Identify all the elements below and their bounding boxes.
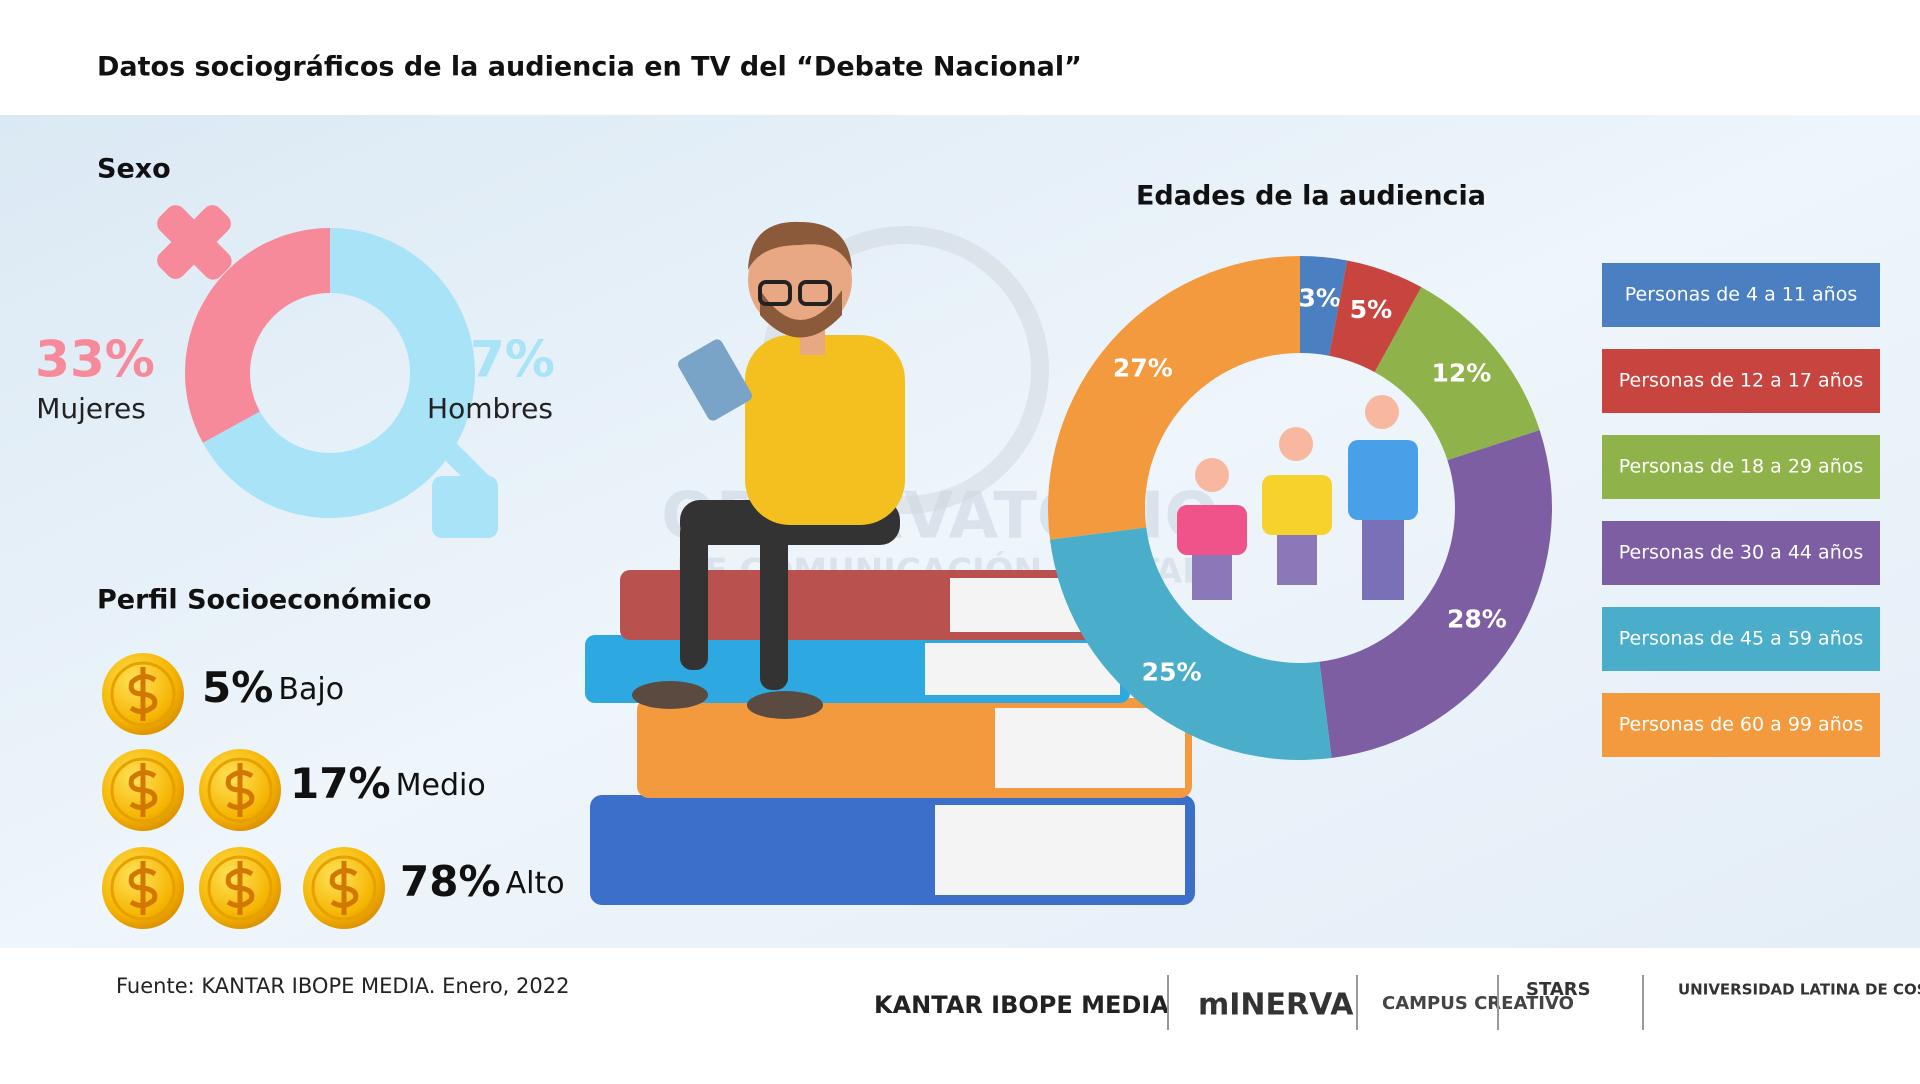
donut-segment bbox=[1047, 256, 1300, 540]
legend-label: Personas de 18 a 29 años bbox=[1619, 456, 1864, 478]
donut-segment bbox=[185, 228, 330, 443]
logo: KANTAR IBOPE MEDIA bbox=[874, 991, 1169, 1019]
legend-swatch bbox=[1602, 521, 1880, 585]
category-label: Bajo bbox=[278, 672, 344, 707]
coin-group bbox=[102, 749, 281, 831]
value-label: 3% bbox=[1298, 283, 1340, 312]
footer bbox=[0, 948, 1920, 1080]
legend-swatch bbox=[1602, 349, 1880, 413]
donut-segment bbox=[1329, 260, 1422, 373]
value-label: 67% bbox=[435, 331, 555, 389]
legend-label: Personas de 4 a 11 años bbox=[1625, 284, 1857, 306]
logo-dividers bbox=[1167, 975, 1644, 1030]
donut-segment bbox=[1300, 256, 1348, 356]
chart-title: Edades de la audiencia bbox=[1136, 181, 1486, 212]
donut-segment bbox=[1374, 287, 1540, 461]
legend-swatch bbox=[1602, 263, 1880, 327]
logo: mINERVA bbox=[1198, 988, 1354, 1023]
family-icon bbox=[1177, 395, 1418, 600]
legend-label: Personas de 60 a 99 años bbox=[1619, 714, 1864, 736]
coin-group bbox=[102, 653, 184, 735]
donut-segment bbox=[202, 228, 476, 518]
logo: STARS bbox=[1526, 979, 1591, 1000]
source: Fuente: KANTAR IBOPE MEDIA. Enero, 2022 bbox=[116, 974, 569, 998]
legend-swatch bbox=[1602, 435, 1880, 499]
chart-title: Sexo bbox=[97, 154, 171, 185]
male-symbol bbox=[432, 442, 498, 538]
value-label: 78% bbox=[400, 857, 501, 906]
value-label: 33% bbox=[35, 331, 155, 389]
category-label: Medio bbox=[396, 768, 486, 803]
donut-segment bbox=[1049, 527, 1332, 760]
coin-row-label: 5% Bajo bbox=[202, 663, 344, 712]
logo: CAMPUS CREATIVO bbox=[1382, 993, 1574, 1014]
coin-group bbox=[102, 847, 385, 929]
coin-sign bbox=[128, 667, 158, 721]
female-symbol bbox=[157, 205, 232, 280]
coin-rim bbox=[207, 757, 273, 823]
value-label: 5% bbox=[202, 663, 273, 712]
coin-rim bbox=[207, 855, 273, 921]
value-label: 12% bbox=[1432, 358, 1492, 387]
value-label: 27% bbox=[1113, 353, 1173, 382]
coin-sign bbox=[128, 861, 158, 915]
category-label: Hombres bbox=[427, 392, 553, 425]
legend-label: Personas de 12 a 17 años bbox=[1619, 370, 1864, 392]
category-label: Alto bbox=[506, 866, 565, 901]
illustration bbox=[585, 221, 1195, 905]
chart-title: Perfil Socioeconómico bbox=[97, 585, 431, 616]
coin-rim bbox=[110, 855, 176, 921]
coin-rim bbox=[311, 855, 377, 921]
value-label: 25% bbox=[1142, 658, 1202, 687]
page-title: Datos sociográficos de la audiencia en T… bbox=[97, 52, 1082, 83]
legend-label: Personas de 45 a 59 años bbox=[1619, 628, 1864, 650]
coin-row-label: 78% Alto bbox=[400, 857, 565, 906]
legend-swatch bbox=[1602, 607, 1880, 671]
value-label: 17% bbox=[290, 759, 391, 808]
coin-sign bbox=[128, 763, 158, 817]
category-label: Mujeres bbox=[36, 392, 146, 425]
coin-row-label: 17% Medio bbox=[290, 759, 486, 808]
legend-label: Personas de 30 a 44 años bbox=[1619, 542, 1864, 564]
value-label: 5% bbox=[1350, 295, 1392, 324]
coin-rim bbox=[110, 757, 176, 823]
coin-rim bbox=[110, 661, 176, 727]
donut-segment bbox=[1319, 430, 1552, 759]
coin-sign bbox=[225, 861, 255, 915]
logo: UNIVERSIDAD LATINA DE COSTA RICA bbox=[1678, 981, 1920, 999]
coin-sign bbox=[329, 861, 359, 915]
value-label: 28% bbox=[1447, 604, 1507, 633]
legend-swatch bbox=[1602, 693, 1880, 757]
coin-sign bbox=[225, 763, 255, 817]
